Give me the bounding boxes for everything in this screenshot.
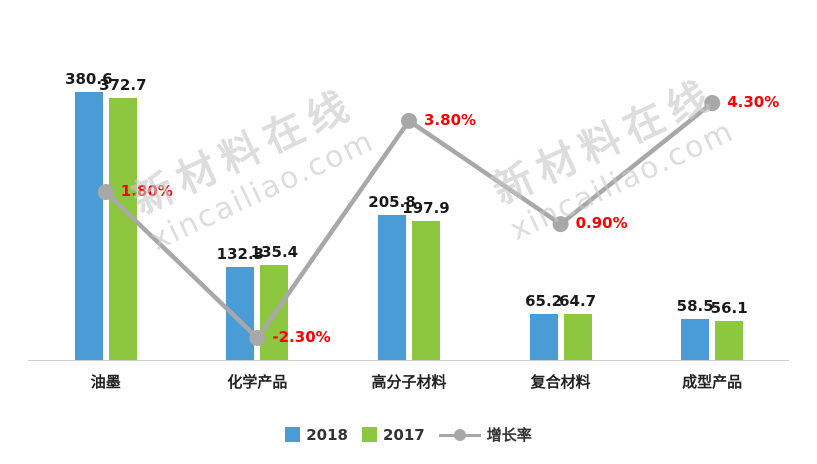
bar-2017-2 <box>412 220 440 360</box>
category-label-0: 油墨 <box>90 373 121 391</box>
growth-rate-label-3: 0.90% <box>575 214 628 233</box>
growth-line-marker-2 <box>401 112 417 129</box>
growth-rate-label-4: 4.30% <box>727 93 780 112</box>
legend-line-marker-icon <box>438 428 481 442</box>
category-label-4: 成型产品 <box>682 373 743 391</box>
growth-rate-label-1: -2.30% <box>272 328 331 346</box>
legend-item-2018: 2018 <box>285 426 348 444</box>
bar-2018-3 <box>529 314 558 360</box>
bar-value-label-2018-0: 380.6 <box>65 70 113 89</box>
legend-label-2017: 2017 <box>382 425 425 444</box>
bar-2017-0 <box>108 97 137 360</box>
bar-2017-4 <box>715 320 744 360</box>
growth-rate-label-0: 1.80% <box>120 182 173 201</box>
bar-value-label-2017-3: 64.7 <box>559 292 597 311</box>
bar-value-label-2017-2: 197.9 <box>402 198 450 217</box>
legend-item-growth-rate: 增长率 <box>438 424 532 445</box>
legend-item-2017: 2017 <box>361 425 425 444</box>
watermark-right: 新材料在线 xincailiao.com <box>441 43 779 267</box>
growth-line-marker-3 <box>552 216 569 233</box>
growth-line-marker-4 <box>704 95 721 112</box>
bar-2018-0 <box>74 92 103 360</box>
legend: 2018 2017 增长率 <box>0 424 817 445</box>
bar-2017-3 <box>563 314 592 360</box>
legend-swatch-2018 <box>285 427 301 442</box>
growth-rate-label-2: 3.80% <box>424 110 477 129</box>
x-axis-line <box>28 360 789 361</box>
bar-value-label-2017-4: 56.1 <box>710 298 748 317</box>
watermark-cn-text: 新材料在线 <box>485 70 723 214</box>
legend-label-growth-rate: 增长率 <box>486 426 532 444</box>
legend-swatch-2017 <box>361 427 377 442</box>
bar-2018-2 <box>378 215 406 360</box>
bar-value-label-2017-0: 372.7 <box>99 75 147 94</box>
category-label-3: 复合材料 <box>530 373 591 391</box>
watermark-url-text: xincailiao.com <box>504 113 740 248</box>
category-label-1: 化学产品 <box>227 373 288 391</box>
bar-2018-1 <box>226 266 255 360</box>
category-label-2: 高分子材料 <box>371 373 447 391</box>
bar-value-label-2017-1: 135.4 <box>250 242 299 261</box>
legend-label-2018: 2018 <box>306 425 348 444</box>
bar-2018-4 <box>681 318 710 360</box>
